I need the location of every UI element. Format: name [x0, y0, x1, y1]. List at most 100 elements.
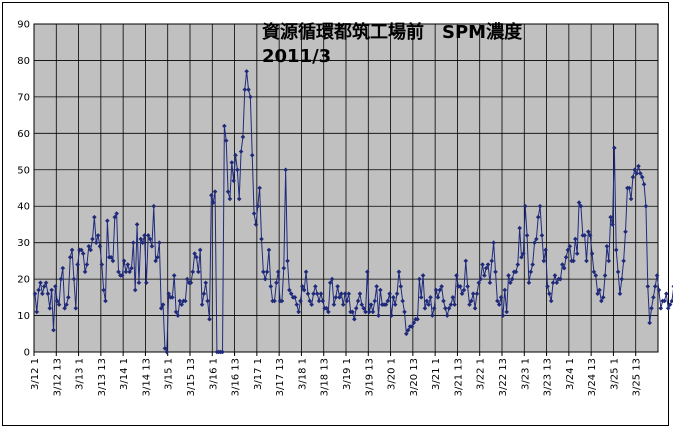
data-point	[316, 298, 322, 304]
data-point	[450, 295, 456, 300]
data-point	[170, 295, 175, 300]
data-point	[177, 298, 183, 304]
data-point	[409, 324, 415, 329]
data-point	[658, 305, 664, 311]
data-point	[355, 298, 361, 304]
data-point	[153, 258, 158, 264]
data-point	[454, 273, 459, 278]
data-point	[240, 134, 246, 140]
data-point	[38, 280, 43, 286]
data-point	[385, 298, 391, 304]
x-tick-label: 3/14 13	[141, 358, 152, 396]
data-point	[51, 327, 56, 333]
data-point	[56, 302, 62, 307]
data-point	[443, 305, 448, 311]
data-point	[110, 258, 116, 264]
data-point	[612, 145, 617, 151]
data-point	[459, 291, 465, 296]
data-point	[99, 262, 105, 267]
data-point	[404, 331, 409, 337]
x-tick-label: 3/24 13	[587, 358, 598, 396]
data-point	[344, 298, 350, 304]
data-point	[365, 269, 370, 275]
data-point	[275, 269, 281, 275]
data-point	[285, 258, 290, 264]
x-tick-label: 3/16 13	[231, 358, 242, 396]
data-point	[515, 262, 521, 267]
x-tick-label: 3/22 1	[476, 358, 487, 390]
data-point	[205, 298, 210, 304]
data-point	[97, 244, 103, 249]
data-point	[309, 302, 314, 307]
data-point	[62, 305, 67, 311]
data-point	[79, 247, 84, 253]
data-point	[194, 254, 199, 260]
data-point	[64, 302, 69, 307]
data-point	[532, 240, 537, 245]
data-point	[292, 295, 298, 300]
data-point	[103, 298, 108, 304]
data-point	[543, 247, 548, 253]
y-axis: 0 10 20 30 40 50 60 70 80 90	[17, 20, 30, 359]
data-point	[335, 284, 340, 289]
data-point	[376, 313, 381, 318]
data-point	[32, 291, 38, 296]
data-point	[517, 225, 522, 231]
data-point	[244, 69, 249, 74]
data-point	[116, 269, 121, 275]
data-point	[320, 298, 326, 304]
data-point	[233, 152, 238, 158]
data-point	[528, 269, 534, 275]
data-point	[554, 280, 560, 286]
data-point	[493, 269, 498, 275]
data-point	[602, 273, 608, 278]
data-point	[374, 284, 379, 289]
data-point	[430, 313, 435, 318]
data-point	[125, 262, 131, 267]
data-point	[561, 265, 567, 271]
data-point	[210, 200, 216, 205]
data-point	[417, 276, 422, 282]
data-point	[203, 280, 209, 286]
data-point	[155, 254, 160, 260]
data-point	[563, 254, 569, 260]
data-point	[261, 269, 266, 275]
data-point	[313, 284, 318, 289]
data-point	[387, 291, 392, 296]
data-point	[643, 203, 649, 209]
data-point	[599, 298, 604, 304]
data-point	[558, 276, 563, 282]
data-point	[80, 251, 86, 256]
data-point	[472, 305, 478, 311]
data-point	[608, 214, 613, 220]
data-point	[197, 247, 203, 253]
data-point	[621, 258, 626, 264]
data-point	[346, 291, 352, 296]
x-tick-label: 3/21 1	[431, 358, 442, 390]
data-point	[550, 280, 556, 286]
spm-series-markers	[32, 69, 673, 355]
data-point	[500, 313, 506, 318]
data-point	[201, 291, 207, 296]
data-point	[329, 276, 335, 282]
data-point	[231, 178, 236, 184]
data-point	[36, 287, 41, 293]
data-point	[157, 240, 162, 245]
data-point	[363, 309, 368, 315]
data-point	[173, 309, 179, 315]
data-point	[255, 203, 261, 209]
data-point	[495, 298, 500, 304]
data-point	[626, 185, 632, 191]
x-tick-label: 3/12 1	[30, 358, 41, 390]
data-point	[353, 305, 359, 311]
x-tick-label: 3/18 1	[297, 358, 308, 390]
data-point	[71, 276, 77, 282]
data-point	[262, 276, 268, 282]
data-point	[613, 247, 619, 253]
data-point	[662, 298, 667, 304]
data-point	[639, 174, 645, 180]
data-point	[422, 305, 428, 311]
data-point	[69, 247, 75, 253]
vertical-gridlines	[33, 24, 637, 352]
data-point	[281, 265, 287, 271]
